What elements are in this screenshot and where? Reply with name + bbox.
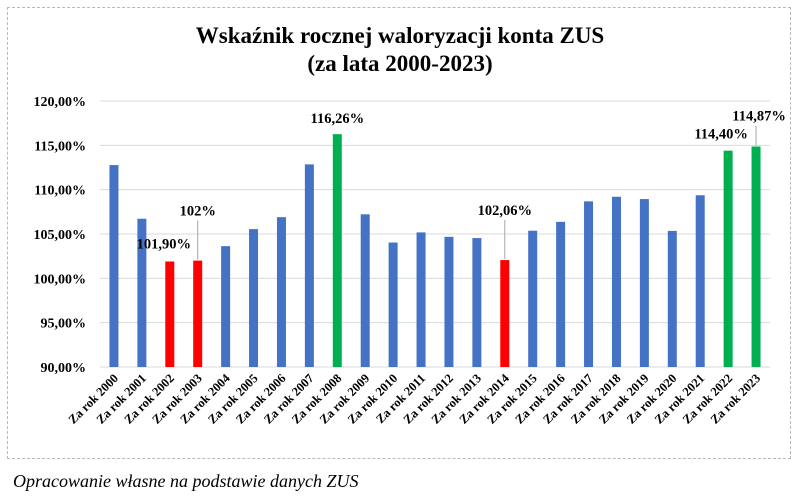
bar-za-rok-2001: [137, 218, 147, 367]
label-leader-lines: [197, 125, 757, 260]
bar-za-rok-2018: [611, 196, 621, 367]
bar-za-rok-2019: [639, 199, 649, 367]
bar-za-rok-2008: [332, 134, 342, 367]
source-note: Opracowanie własne na podstawie danych Z…: [13, 471, 359, 491]
chart-title: Wskaźnik rocznej waloryzacji konta ZUS (…: [196, 23, 604, 76]
bar-za-rok-2022: [723, 150, 733, 367]
bars: [109, 134, 761, 367]
bar-za-rok-2004: [221, 246, 231, 367]
data-label: 102,06%: [478, 203, 532, 219]
y-tick-label: 90,00%: [41, 361, 87, 376]
y-tick-label: 100,00%: [34, 272, 87, 287]
bar-za-rok-2005: [249, 229, 259, 367]
bar-za-rok-2002: [165, 261, 175, 367]
gridlines: [100, 100, 770, 368]
y-axis-tick-labels: 90,00% 95,00% 100,00% 105,00% 110,00% 115,00%…: [34, 95, 87, 376]
bar-za-rok-2006: [276, 217, 286, 367]
bar-za-rok-2021: [695, 195, 705, 367]
y-tick-label: 105,00%: [34, 228, 87, 243]
data-label: 114,40%: [694, 127, 748, 143]
bar-za-rok-2013: [472, 238, 482, 367]
chart-title-line-1: Wskaźnik rocznej waloryzacji konta ZUS: [196, 23, 604, 48]
data-label: 114,87%: [732, 108, 786, 124]
y-tick-label: 110,00%: [34, 184, 86, 199]
bar-za-rok-2007: [304, 164, 314, 367]
bar-za-rok-2023: [751, 146, 761, 367]
y-tick-label: 115,00%: [34, 139, 86, 154]
bar-za-rok-2015: [528, 230, 538, 367]
bar-chart: Wskaźnik rocznej waloryzacji konta ZUS (…: [34, 23, 786, 427]
bar-za-rok-2003: [193, 260, 203, 367]
bar-za-rok-2016: [556, 221, 566, 367]
bar-za-rok-2000: [109, 165, 119, 367]
y-tick-label: 120,00%: [34, 95, 87, 110]
bar-za-rok-2011: [416, 232, 426, 367]
bar-za-rok-2009: [360, 214, 370, 367]
data-label: 116,26%: [311, 111, 365, 127]
bar-za-rok-2020: [667, 230, 677, 367]
y-tick-label: 95,00%: [41, 317, 87, 332]
data-label: 101,90%: [137, 236, 191, 252]
bar-za-rok-2017: [584, 201, 594, 367]
bar-za-rok-2010: [388, 242, 398, 367]
bar-za-rok-2014: [500, 260, 510, 367]
bar-za-rok-2012: [444, 236, 454, 367]
chart-frame: Wskaźnik rocznej waloryzacji konta ZUS (…: [7, 7, 791, 459]
data-label: 102%: [180, 204, 216, 220]
chart-title-line-2: (za lata 2000-2023): [307, 51, 492, 76]
data-labels: 101,90% 102% 116,26% 102,06% 114,40% 114,87%: [137, 108, 786, 252]
